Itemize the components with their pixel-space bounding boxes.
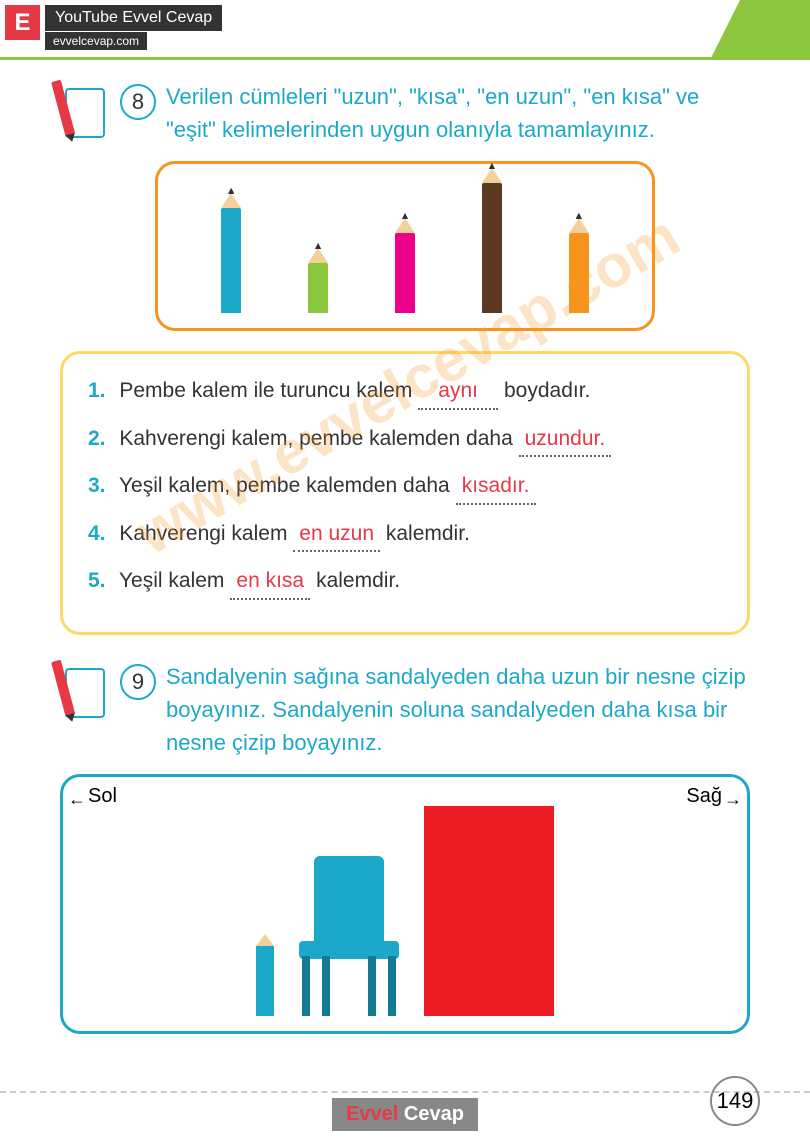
answers-box: 1. Pembe kalem ile turuncu kalem aynı bo… xyxy=(60,351,750,635)
sag-label: Sağ xyxy=(686,785,722,808)
header-accent xyxy=(710,0,810,60)
arrow-left-icon: ← xyxy=(68,789,86,810)
pencil-icon: .p80::before{border-bottom:15px solid #f… xyxy=(569,233,589,313)
page-header: E YouTube Evvel Cevap evvelcevap.com xyxy=(0,0,810,60)
answer-line: 1. Pembe kalem ile turuncu kalem aynı bo… xyxy=(88,374,722,410)
exercise-9-header: 9 Sandalyenin sağına sandalyeden daha uz… xyxy=(60,660,750,759)
answer-line: 2. Kahverengi kalem, pembe kalemden daha… xyxy=(88,422,722,458)
answer-line: 3. Yeşil kalem, pembe kalemden daha kısa… xyxy=(88,469,722,505)
exercise-9-instruction: Sandalyenin sağına sandalyeden daha uzun… xyxy=(166,660,750,759)
evvel-logo: Evvel Cevap xyxy=(332,1098,478,1131)
exercise-number-8: 8 xyxy=(120,84,156,120)
arrow-right-icon: → xyxy=(724,789,742,810)
youtube-tag: YouTube Evvel Cevap xyxy=(45,5,222,31)
pencil-icon: .p105::before{border-bottom:15px solid #… xyxy=(221,208,241,313)
pencil-icon: .p130::before{border-bottom:15px solid #… xyxy=(482,183,502,313)
sol-label: Sol xyxy=(88,785,117,808)
pencil-box: .p105::before{border-bottom:15px solid #… xyxy=(155,161,655,331)
drawing-box: ← Sol Sağ → xyxy=(60,774,750,1034)
exercise-8-header: 8 Verilen cümleleri "uzun", "kısa", "en … xyxy=(60,80,750,146)
exercise-number-9: 9 xyxy=(120,664,156,700)
tall-object xyxy=(424,806,554,1016)
notepad-icon xyxy=(60,660,110,720)
pencil-icon: .p80::before{border-bottom:15px solid #f… xyxy=(395,233,415,313)
logo-icon: E xyxy=(5,5,40,40)
chair-icon xyxy=(294,856,404,1016)
answer-line: 5. Yeşil kalem en kısa kalemdir. xyxy=(88,564,722,600)
brand-part2: Cevap xyxy=(398,1103,464,1125)
answer-line: 4. Kahverengi kalem en uzun kalemdir. xyxy=(88,517,722,553)
drawing-area xyxy=(78,792,732,1016)
brand-part1: Evvel xyxy=(346,1103,398,1125)
content-area: 8 Verilen cümleleri "uzun", "kısa", "en … xyxy=(0,60,810,1054)
page-footer: Evvel Cevap 149 xyxy=(0,1091,810,1131)
page-number: 149 xyxy=(710,1076,760,1126)
notepad-icon xyxy=(60,80,110,140)
exercise-8-instruction: Verilen cümleleri "uzun", "kısa", "en uz… xyxy=(166,80,750,146)
short-object xyxy=(256,946,274,1016)
pencil-icon: .p50::before{border-bottom:15px solid #f… xyxy=(308,263,328,313)
site-tag: evvelcevap.com xyxy=(45,32,147,50)
